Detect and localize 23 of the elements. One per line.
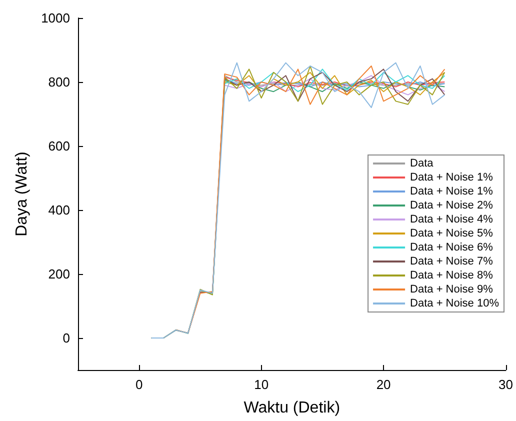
legend-label: Data + Noise 1% (410, 186, 494, 198)
y-tick-label: 1000 (41, 10, 70, 26)
y-axis-title: Daya (Watt) (14, 152, 30, 236)
x-tick-label: 20 (376, 377, 391, 392)
legend-label: Data + Noise 9% (410, 284, 494, 296)
y-tick-label: 200 (48, 266, 70, 282)
legend-label: Data + Noise 7% (410, 256, 494, 268)
x-tick-label: 10 (254, 377, 269, 392)
legend-label: Data + Noise 4% (410, 214, 494, 226)
legend-label: Data + Noise 8% (410, 270, 494, 282)
y-tick-label: 400 (48, 202, 70, 218)
y-tick-label: 0 (62, 330, 70, 346)
y-tick-label: 800 (48, 74, 70, 90)
x-axis-title: Waktu (Detik) (244, 400, 340, 416)
y-tick-label: 600 (48, 138, 70, 154)
legend-label: Data + Noise 10% (410, 298, 500, 310)
legend-label: Data + Noise 6% (410, 242, 494, 254)
x-tick-label: 30 (498, 377, 514, 392)
legend-label: Data + Noise 1% (410, 172, 494, 184)
x-tick-label: 0 (135, 377, 143, 392)
legend-label: Data (410, 158, 434, 170)
legend-label: Data + Noise 2% (410, 200, 494, 212)
legend-label: Data + Noise 5% (410, 228, 494, 240)
